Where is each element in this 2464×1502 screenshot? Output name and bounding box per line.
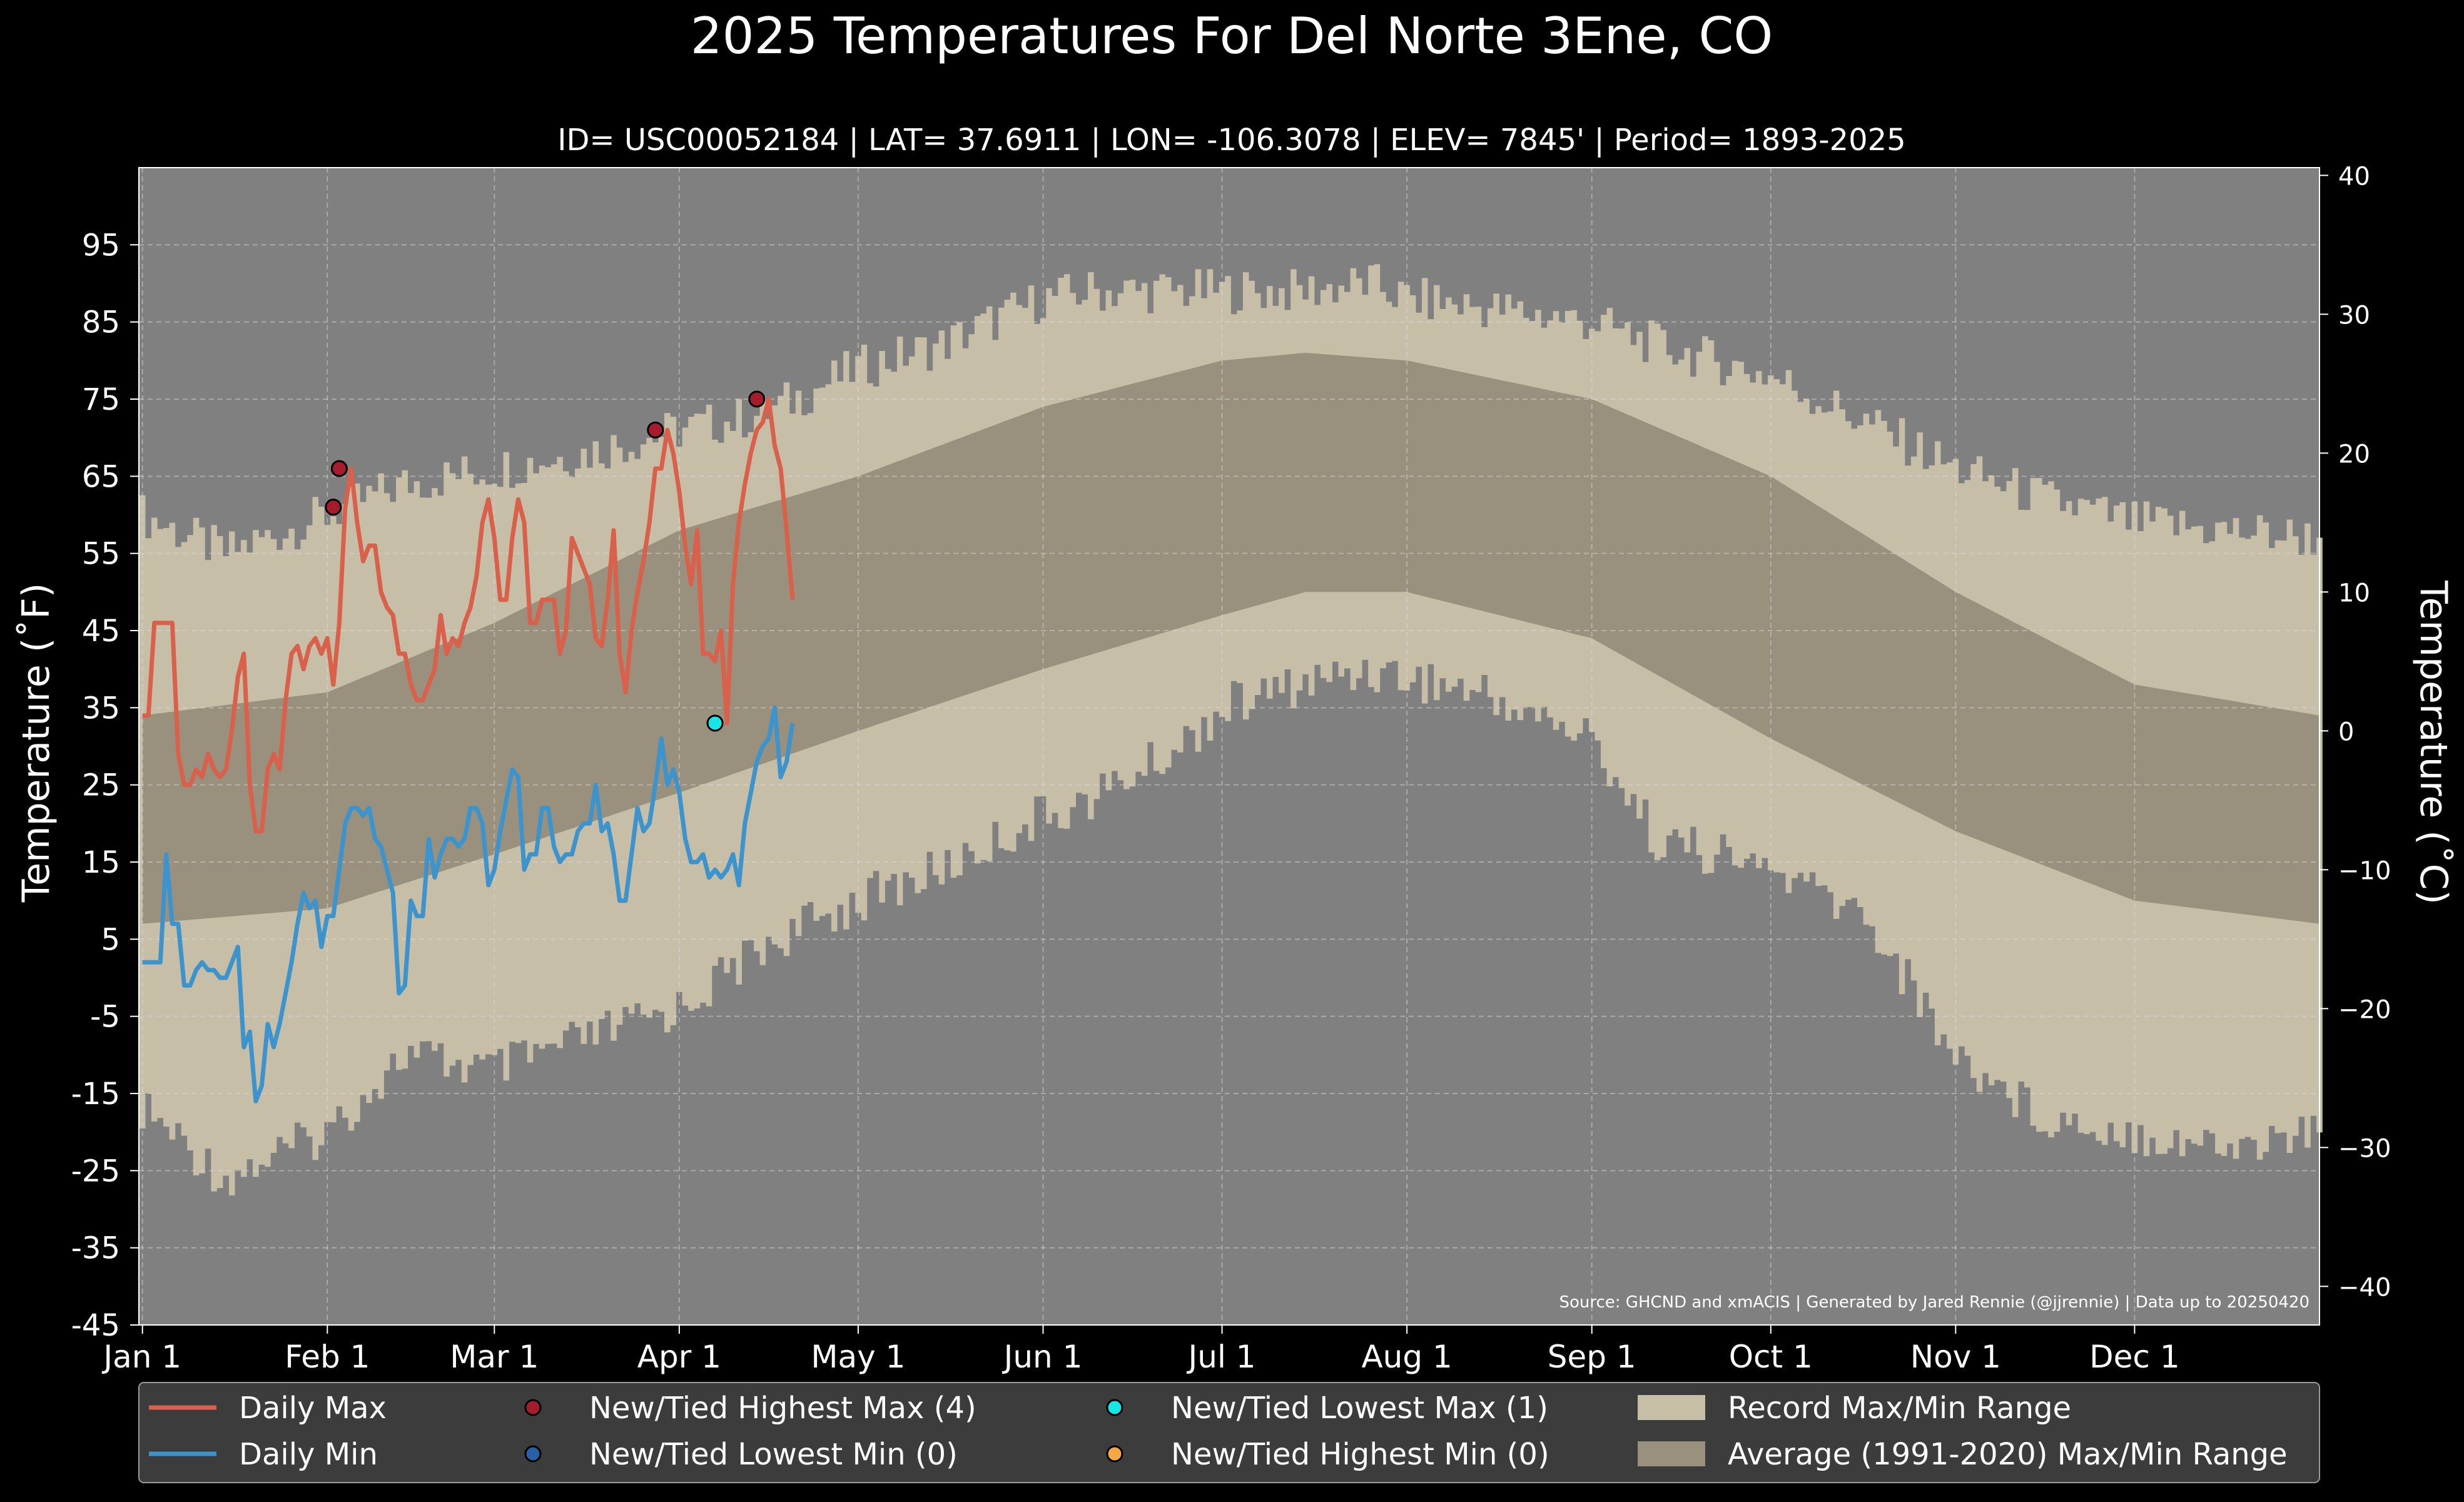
- y-tick-label-right: 0: [2338, 718, 2354, 746]
- x-tick-label: Oct 1: [1729, 1339, 1813, 1375]
- y-tick-label-left: 35: [82, 691, 120, 726]
- x-tick-label: Jan 1: [101, 1339, 181, 1375]
- x-tick-label: May 1: [811, 1339, 905, 1375]
- daily-max-line: [142, 397, 795, 834]
- x-tick-label: Feb 1: [285, 1339, 370, 1375]
- legend-label: Average (1991-2020) Max/Min Range: [1728, 1437, 2288, 1472]
- x-tick-label: Jun 1: [1002, 1339, 1083, 1375]
- y-tick-label-right: 30: [2338, 301, 2370, 330]
- source-note: Source: GHCND and xmACIS | Generated by …: [1559, 1293, 2309, 1312]
- y-tick-label-right: 10: [2338, 579, 2370, 607]
- record-marker-dot: [748, 390, 766, 408]
- record-marker-dot: [330, 460, 348, 477]
- legend-patch-swatch: [1638, 1441, 1705, 1466]
- legend-dot-swatch: [1106, 1445, 1123, 1463]
- legend-label: Record Max/Min Range: [1728, 1391, 2071, 1426]
- legend-box: [138, 1382, 2320, 1483]
- y-axis-label-right: Temperature (˚C): [2411, 580, 2455, 905]
- y-tick-label-left: -15: [71, 1077, 120, 1112]
- x-tick-label: Jul 1: [1187, 1339, 1256, 1375]
- record-marker-dot: [647, 421, 664, 439]
- normal-range-band: [142, 353, 2320, 924]
- series-lines: [142, 397, 795, 1104]
- y-tick-label-right: −20: [2338, 995, 2391, 1024]
- legend-label: Daily Max: [239, 1391, 387, 1426]
- plot-area: [138, 167, 2323, 1326]
- y-tick-label-right: 40: [2338, 162, 2370, 191]
- x-tick-label: Mar 1: [450, 1339, 539, 1375]
- grid-lines: [139, 168, 2320, 1326]
- y-tick-label-left: 75: [82, 382, 120, 417]
- plot-frame: [138, 167, 2320, 1326]
- y-tick-label-left: 5: [101, 922, 120, 957]
- y-tick-label-left: 15: [82, 845, 120, 880]
- normal-range-area: [142, 353, 2320, 924]
- y-tick-label-left: -25: [71, 1154, 120, 1189]
- legend-label: New/Tied Lowest Min (0): [589, 1437, 958, 1472]
- chart-subtitle: ID= USC00052184 | LAT= 37.6911 | LON= -1…: [557, 123, 1905, 158]
- legend-patch-swatch: [1638, 1395, 1705, 1420]
- daily-min-line: [142, 705, 795, 1104]
- x-tick-label: Aug 1: [1361, 1339, 1452, 1375]
- legend-label: New/Tied Lowest Max (1): [1171, 1391, 1548, 1426]
- x-tick-label: Apr 1: [637, 1339, 721, 1375]
- y-tick-label-left: 85: [82, 305, 120, 340]
- y-tick-label-left: -45: [71, 1308, 120, 1343]
- x-tick-label: Dec 1: [2089, 1339, 2179, 1375]
- x-tick-label: Sep 1: [1548, 1339, 1636, 1375]
- y-tick-label-left: 95: [82, 228, 120, 263]
- y-tick-label-right: −40: [2338, 1273, 2391, 1302]
- y-tick-label-right: −30: [2338, 1134, 2391, 1163]
- y-tick-label-left: -5: [90, 1000, 120, 1035]
- y-axis-label-left: Temperature (˚F): [14, 583, 58, 903]
- x-tick-label: Nov 1: [1910, 1339, 2001, 1375]
- legend-label: Daily Min: [239, 1437, 378, 1472]
- record-markers: [325, 390, 766, 732]
- legend-dot-swatch: [524, 1399, 542, 1416]
- y-tick-label-left: 55: [82, 537, 120, 572]
- y-tick-label-left: 65: [82, 459, 120, 494]
- y-tick-label-right: −10: [2338, 856, 2391, 885]
- axes: -45 -35 -25 -15 -5 5 15 25 35 45 55 65 75 85 95 −40 −30 −…: [71, 162, 2391, 1375]
- y-tick-label-left: 25: [82, 768, 120, 803]
- legend-dot-swatch: [1106, 1399, 1123, 1416]
- record-marker-dot: [325, 499, 342, 516]
- y-tick-label-left: -35: [71, 1231, 120, 1266]
- legend-dot-swatch: [524, 1445, 542, 1463]
- legend: Daily Max New/Tied Highest Max (4) New/Tie…: [138, 1382, 2320, 1483]
- record-marker-dot: [706, 714, 724, 732]
- y-tick-label-left: 45: [82, 614, 120, 649]
- legend-label: New/Tied Highest Max (4): [589, 1391, 976, 1426]
- chart-title: 2025 Temperatures For Del Norte 3Ene, CO: [691, 7, 1773, 65]
- y-tick-label-right: 20: [2338, 440, 2370, 469]
- legend-label: New/Tied Highest Min (0): [1171, 1437, 1549, 1472]
